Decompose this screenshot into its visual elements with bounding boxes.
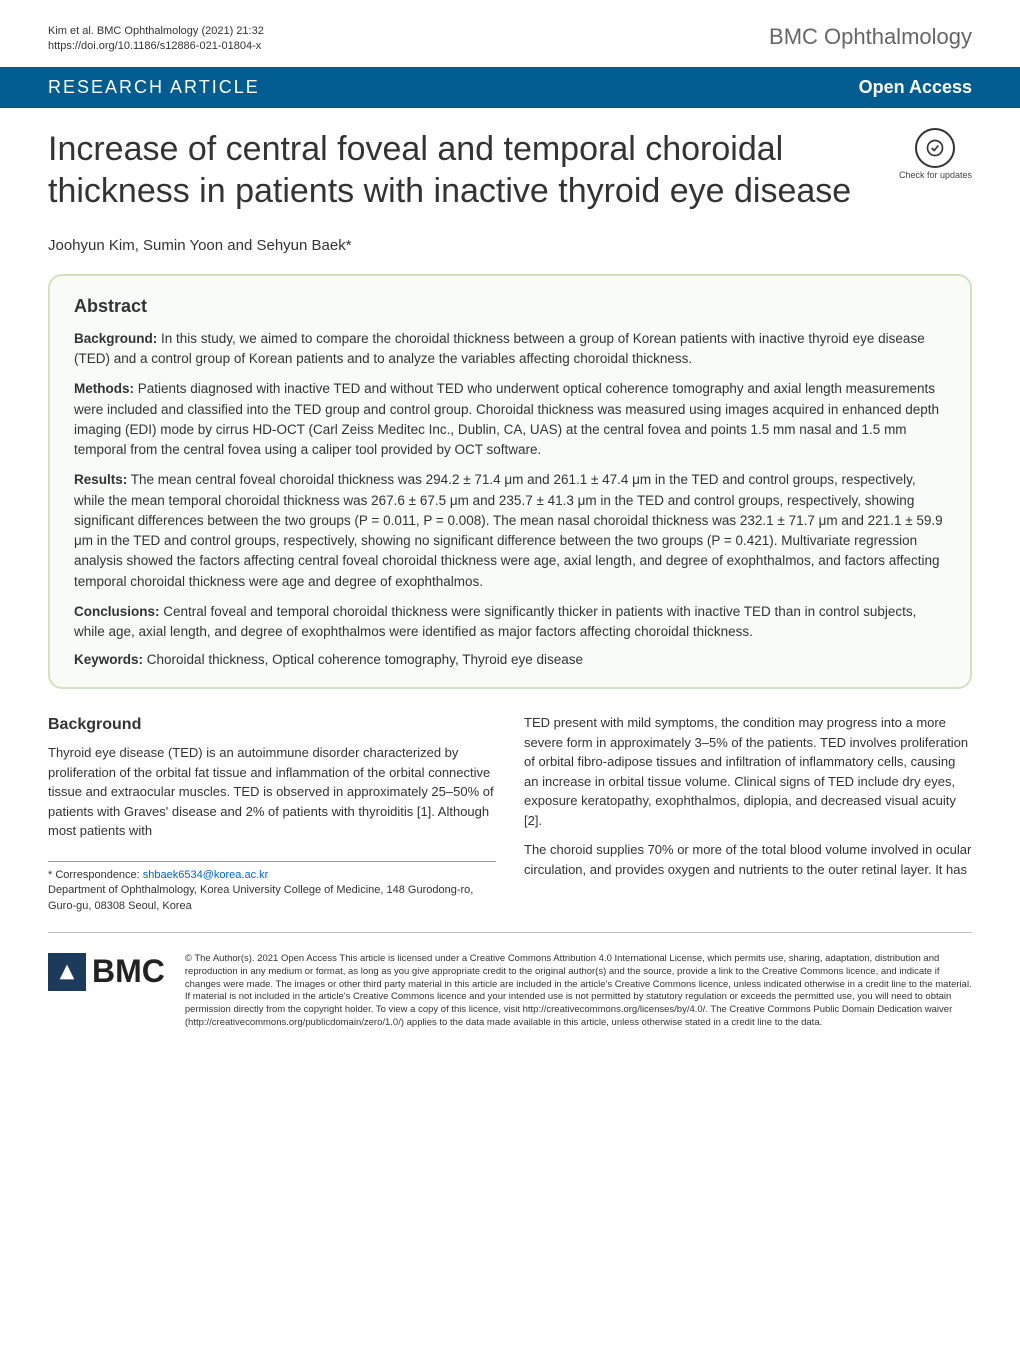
check-updates-badge[interactable]: Check for updates bbox=[899, 128, 972, 180]
background-paragraph: Thyroid eye disease (TED) is an autoimmu… bbox=[48, 743, 496, 841]
right-paragraph-1: TED present with mild symptoms, the cond… bbox=[524, 713, 972, 830]
abstract-methods-label: Methods: bbox=[74, 381, 134, 396]
abstract-results-text: The mean central foveal choroidal thickn… bbox=[74, 472, 943, 588]
abstract-methods-text: Patients diagnosed with inactive TED and… bbox=[74, 381, 939, 457]
abstract-methods: Methods: Patients diagnosed with inactiv… bbox=[74, 379, 946, 460]
check-updates-label: Check for updates bbox=[899, 170, 972, 180]
bmc-logo: BMC bbox=[48, 953, 165, 991]
right-paragraph-2: The choroid supplies 70% or more of the … bbox=[524, 840, 972, 879]
correspondence-block: * Correspondence: shbaek6534@korea.ac.kr… bbox=[48, 861, 496, 914]
license-text: © The Author(s). 2021 Open Access This a… bbox=[185, 953, 972, 1030]
abstract-results-label: Results: bbox=[74, 472, 127, 487]
article-type-banner: RESEARCH ARTICLE Open Access bbox=[0, 67, 1020, 108]
citation-block: Kim et al. BMC Ophthalmology (2021) 21:3… bbox=[48, 24, 264, 55]
article-type-label: RESEARCH ARTICLE bbox=[48, 77, 260, 98]
abstract-heading: Abstract bbox=[74, 296, 946, 317]
abstract-keywords: Keywords: Choroidal thickness, Optical c… bbox=[74, 652, 946, 667]
citation-line: Kim et al. BMC Ophthalmology (2021) 21:3… bbox=[48, 24, 264, 39]
abstract-results: Results: The mean central foveal choroid… bbox=[74, 470, 946, 592]
abstract-background: Background: In this study, we aimed to c… bbox=[74, 329, 946, 370]
abstract-background-label: Background: bbox=[74, 331, 157, 346]
footer: BMC © The Author(s). 2021 Open Access Th… bbox=[0, 933, 1020, 1054]
keywords-label: Keywords: bbox=[74, 652, 143, 667]
journal-name: BMC Ophthalmology bbox=[769, 24, 972, 50]
abstract-conclusions-label: Conclusions: bbox=[74, 604, 160, 619]
keywords-text: Choroidal thickness, Optical coherence t… bbox=[143, 652, 583, 667]
open-access-label: Open Access bbox=[859, 77, 972, 98]
left-column: Background Thyroid eye disease (TED) is … bbox=[48, 713, 496, 914]
bmc-logo-text: BMC bbox=[92, 953, 165, 990]
background-heading: Background bbox=[48, 713, 496, 737]
abstract-conclusions: Conclusions: Central foveal and temporal… bbox=[74, 602, 946, 643]
abstract-background-text: In this study, we aimed to compare the c… bbox=[74, 331, 925, 366]
bmc-logo-icon bbox=[48, 953, 86, 991]
abstract-box: Abstract Background: In this study, we a… bbox=[48, 274, 972, 690]
page-header: Kim et al. BMC Ophthalmology (2021) 21:3… bbox=[0, 0, 1020, 67]
correspondence-label: * Correspondence: bbox=[48, 869, 143, 881]
authors-line: Joohyun Kim, Sumin Yoon and Sehyun Baek* bbox=[0, 221, 1020, 274]
abstract-conclusions-text: Central foveal and temporal choroidal th… bbox=[74, 604, 916, 639]
affiliation-text: Department of Ophthalmology, Korea Unive… bbox=[48, 883, 496, 914]
body-columns: Background Thyroid eye disease (TED) is … bbox=[0, 713, 1020, 914]
check-updates-icon bbox=[915, 128, 955, 168]
correspondence-email[interactable]: shbaek6534@korea.ac.kr bbox=[143, 869, 269, 881]
article-title: Increase of central foveal and temporal … bbox=[48, 128, 972, 213]
doi-line: https://doi.org/10.1186/s12886-021-01804… bbox=[48, 39, 264, 54]
title-section: Check for updates Increase of central fo… bbox=[0, 108, 1020, 221]
right-column: TED present with mild symptoms, the cond… bbox=[524, 713, 972, 914]
